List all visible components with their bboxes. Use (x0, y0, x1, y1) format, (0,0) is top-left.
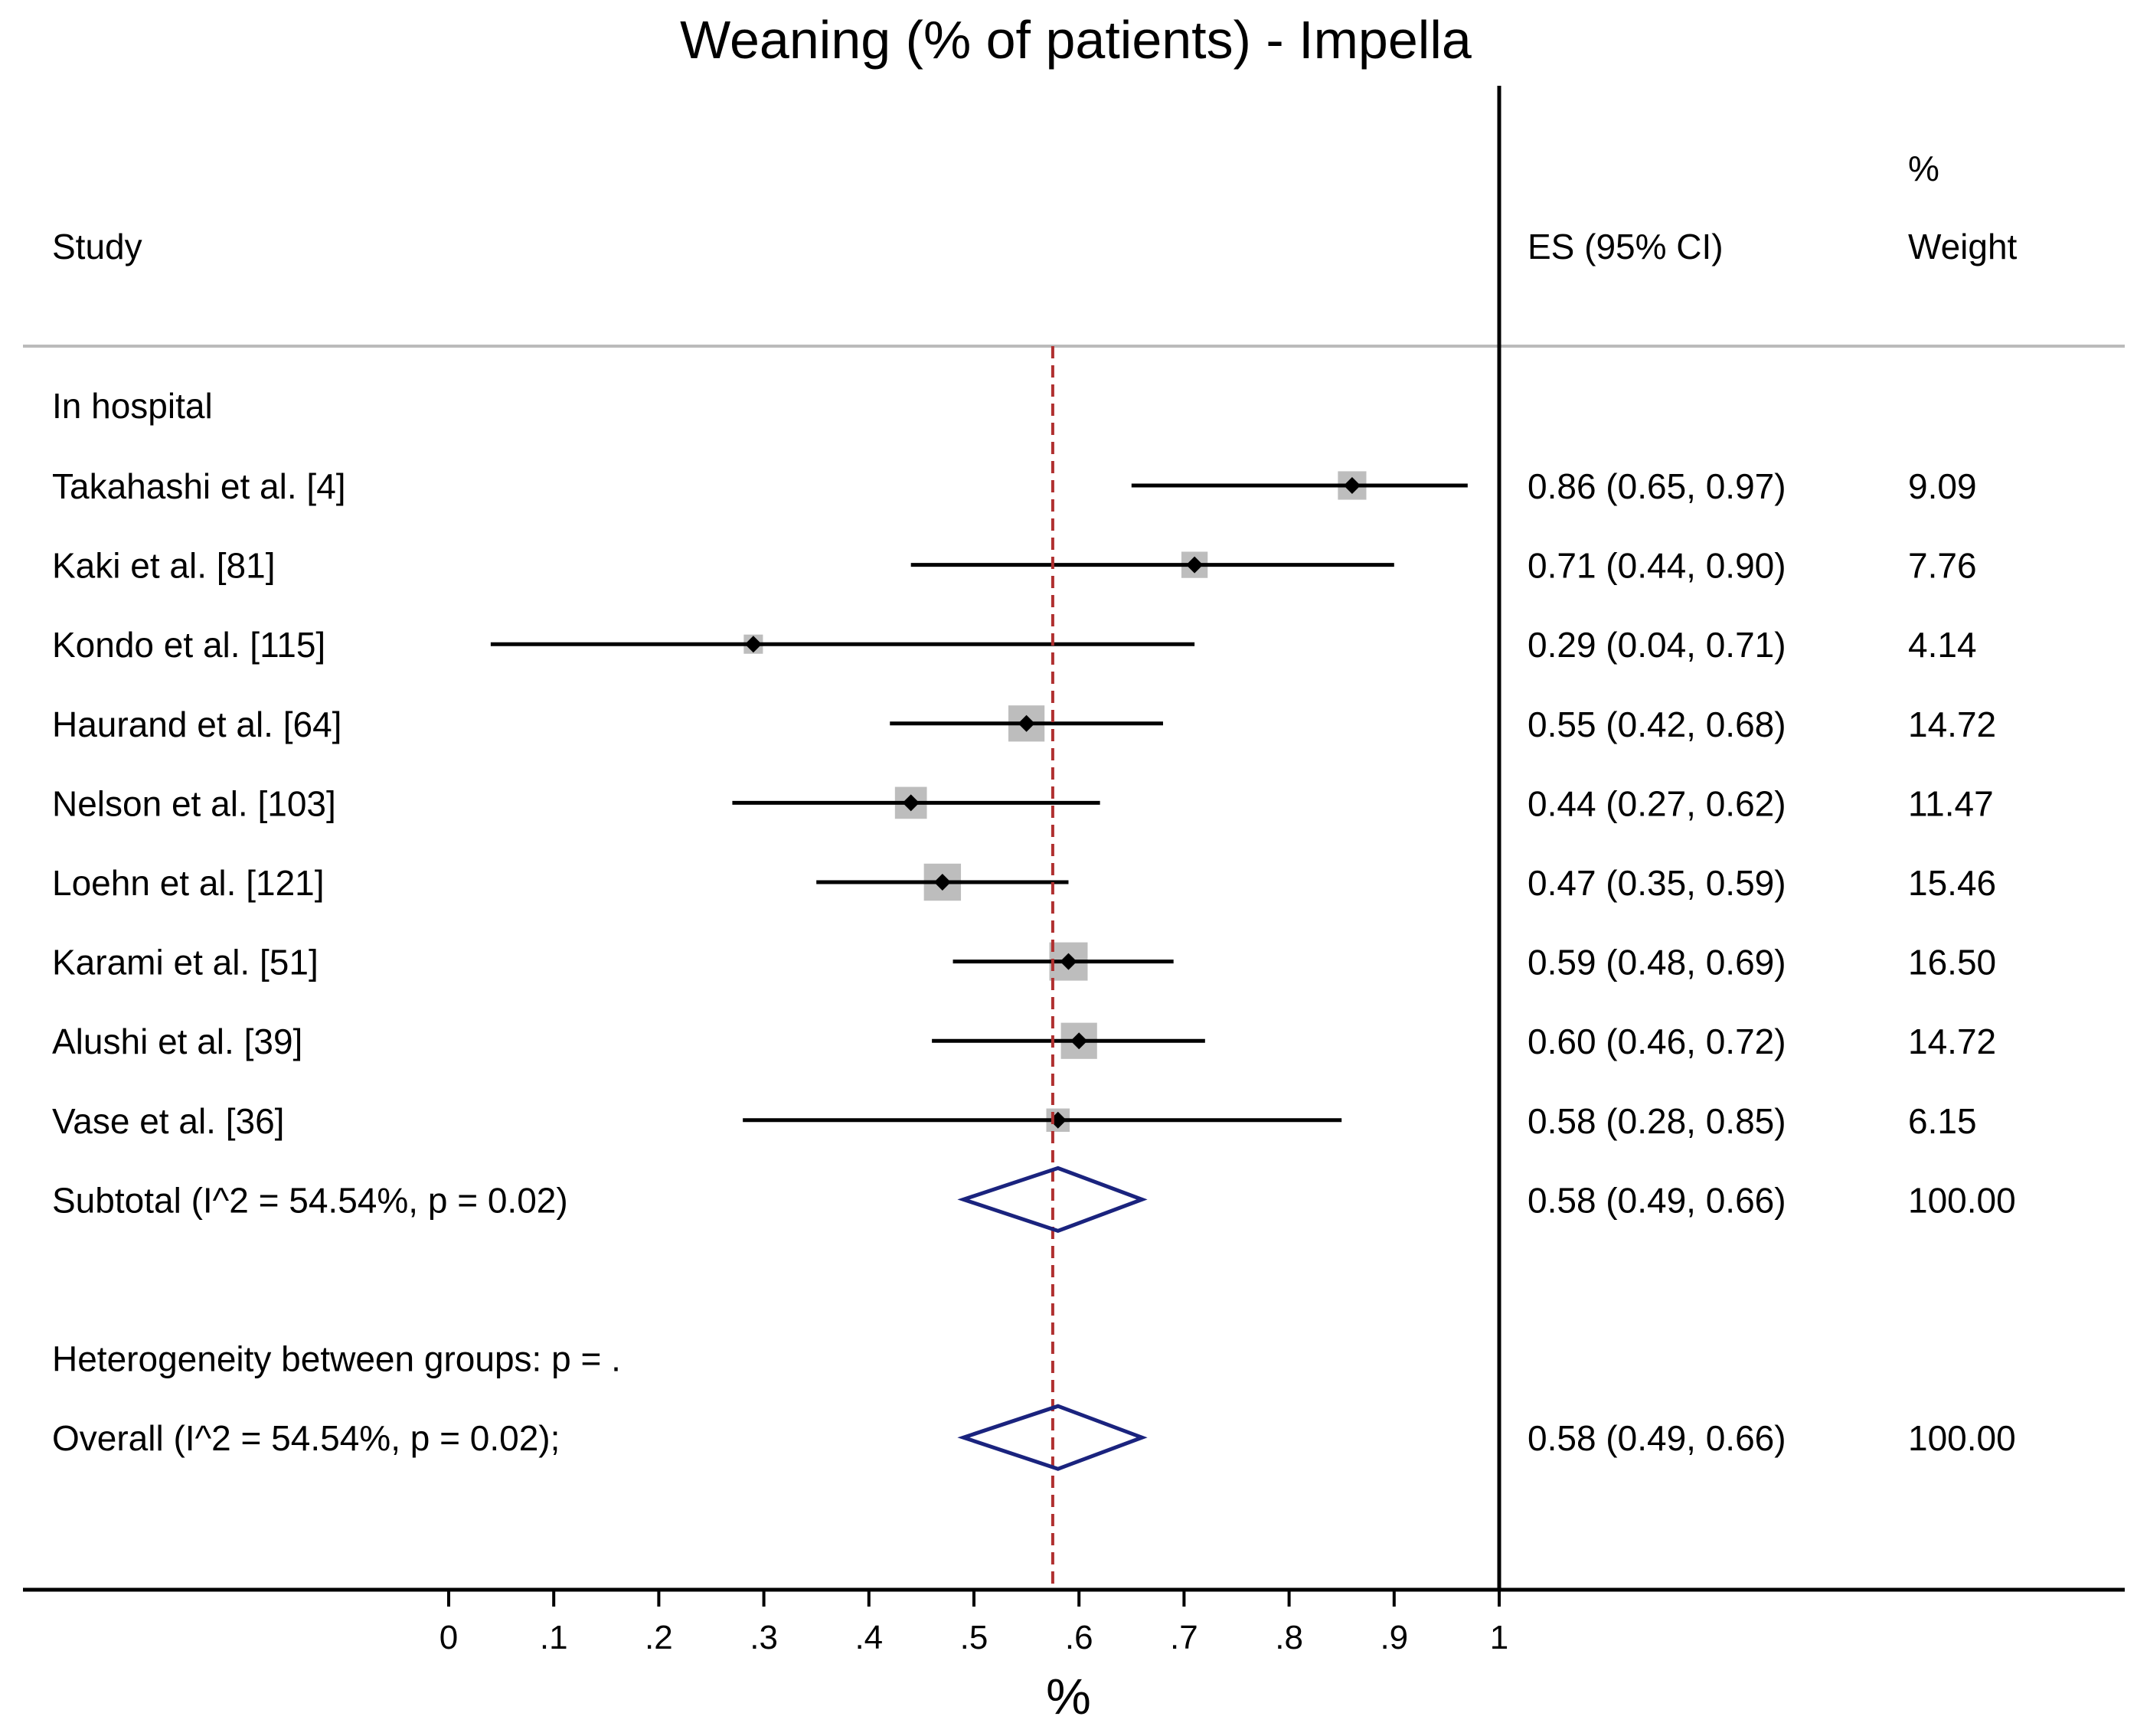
point-estimate (1070, 1032, 1088, 1050)
study-label: Takahashi et al. [4] (52, 466, 346, 506)
es-ci-text: 0.44 (0.27, 0.62) (1528, 783, 1786, 823)
x-tick-label: .2 (645, 1619, 673, 1656)
x-tick-label: .6 (1065, 1619, 1093, 1656)
study-row: Haurand et al. [64] 0.55 (0.42, 0.68) 14.7… (52, 705, 1996, 744)
x-tick-label: .4 (854, 1619, 883, 1656)
weight-text: 14.72 (1908, 1022, 1996, 1061)
weight-text: 16.50 (1908, 943, 1996, 982)
es-ci-text: 0.47 (0.35, 0.59) (1528, 863, 1786, 903)
es-ci-text: 0.60 (0.46, 0.72) (1528, 1022, 1786, 1061)
x-tick-label: .1 (540, 1619, 568, 1656)
x-tick-label: 1 (1490, 1619, 1508, 1656)
header-study: Study (52, 227, 142, 266)
point-estimate (1186, 556, 1204, 574)
es-ci-text: 0.58 (0.28, 0.85) (1528, 1101, 1786, 1141)
point-estimate (1060, 953, 1077, 970)
study-row: Takahashi et al. [4] 0.86 (0.65, 0.97) 9.0… (52, 466, 1977, 506)
study-row: Nelson et al. [103] 0.44 (0.27, 0.62) 11.4… (52, 783, 1994, 823)
overall-weight: 100.00 (1908, 1418, 2016, 1458)
weight-text: 14.72 (1908, 705, 1996, 744)
x-tick-label: 0 (439, 1619, 458, 1656)
study-label: Alushi et al. [39] (52, 1022, 302, 1061)
study-row: Vase et al. [36] 0.58 (0.28, 0.85) 6.15 (52, 1101, 1977, 1141)
study-label: Haurand et al. [64] (52, 705, 341, 744)
weight-text: 11.47 (1908, 783, 1994, 823)
weight-text: 7.76 (1908, 546, 1977, 586)
x-tick-label: .5 (960, 1619, 988, 1656)
x-tick-label: .3 (750, 1619, 778, 1656)
point-estimate (744, 636, 762, 653)
es-ci-text: 0.71 (0.44, 0.90) (1528, 546, 1786, 586)
es-ci-text: 0.29 (0.04, 0.71) (1528, 625, 1786, 665)
x-tick-label: .9 (1380, 1619, 1408, 1656)
point-estimate (933, 874, 951, 891)
study-label: Loehn et al. [121] (52, 863, 325, 903)
es-ci-text: 0.86 (0.65, 0.97) (1528, 466, 1786, 506)
weight-text: 6.15 (1908, 1101, 1977, 1141)
es-ci-text: 0.55 (0.42, 0.68) (1528, 705, 1786, 744)
weight-text: 15.46 (1908, 863, 1996, 903)
point-estimate (902, 794, 920, 812)
subtotal-weight: 100.00 (1908, 1180, 2016, 1220)
weight-text: 4.14 (1908, 625, 1977, 665)
overall-label: Overall (I^2 = 54.54%, p = 0.02); (52, 1418, 560, 1458)
es-ci-text: 0.59 (0.48, 0.69) (1528, 943, 1786, 982)
study-label: Karami et al. [51] (52, 943, 319, 982)
x-tick-label: .7 (1170, 1619, 1198, 1656)
study-row: Kondo et al. [115] 0.29 (0.04, 0.71) 4.14 (52, 625, 1977, 665)
subtotal-label: Subtotal (I^2 = 54.54%, p = 0.02) (52, 1180, 568, 1220)
x-tick-label: .8 (1275, 1619, 1303, 1656)
study-rows: Takahashi et al. [4] 0.86 (0.65, 0.97) 9.0… (52, 466, 1996, 1141)
study-row: Kaki et al. [81] 0.71 (0.44, 0.90) 7.76 (52, 546, 1977, 586)
study-label: Vase et al. [36] (52, 1101, 284, 1141)
chart-title: Weaning (% of patients) - Impella (680, 10, 1472, 70)
study-row: Karami et al. [51] 0.59 (0.48, 0.69) 16.50 (52, 942, 1996, 982)
study-label: Kondo et al. [115] (52, 625, 325, 665)
x-axis-ticks: 0 .1 .2 .3 .4 .5 .6 .7 .8 .9 1 (439, 1590, 1508, 1656)
header-weight: Weight (1908, 227, 2018, 266)
study-label: Nelson et al. [103] (52, 783, 336, 823)
x-axis-label: % (1046, 1668, 1091, 1725)
study-label: Kaki et al. [81] (52, 546, 276, 586)
heterogeneity-label: Heterogeneity between groups: p = . (52, 1339, 621, 1379)
overall-es-ci: 0.58 (0.49, 0.66) (1528, 1418, 1786, 1458)
header-es-ci: ES (95% CI) (1528, 227, 1724, 266)
point-estimate (1018, 714, 1035, 732)
point-estimate (1343, 477, 1361, 494)
overall-diamond (957, 1404, 1148, 1471)
subtotal-diamond (957, 1166, 1148, 1234)
header-weight-pct: % (1908, 149, 1939, 188)
group-label: In hospital (52, 386, 213, 426)
study-row: Alushi et al. [39] 0.60 (0.46, 0.72) 14.72 (52, 1022, 1996, 1061)
subtotal-es-ci: 0.58 (0.49, 0.66) (1528, 1180, 1786, 1220)
study-row: Loehn et al. [121] 0.47 (0.35, 0.59) 15.46 (52, 863, 1996, 903)
weight-text: 9.09 (1908, 466, 1977, 506)
